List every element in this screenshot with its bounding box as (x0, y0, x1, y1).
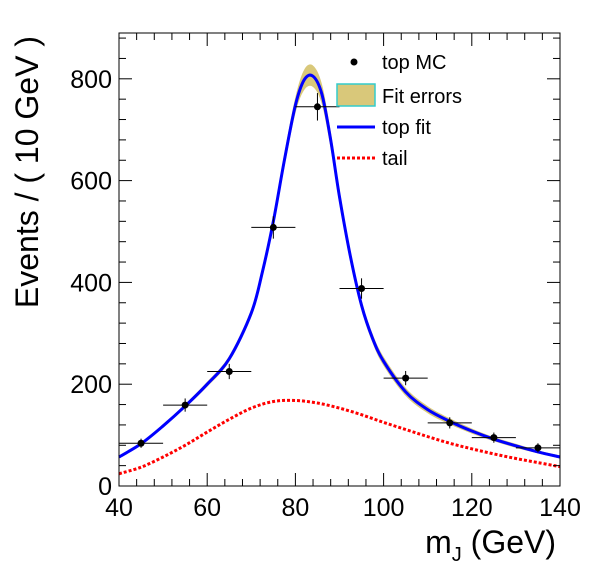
y-tick-label: 0 (98, 473, 112, 501)
y-axis-title: Events / ( 10 GeV ) (9, 36, 45, 308)
legend-label-tail: tail (382, 148, 408, 170)
tail-curve (118, 398, 561, 476)
data-point (207, 363, 252, 380)
x-tick-label: 40 (105, 494, 133, 522)
data-marker (534, 444, 542, 452)
data-point (339, 278, 384, 299)
x-axis-title-subscript: J (452, 544, 462, 566)
data-marker (402, 374, 410, 382)
legend-marker-top-mc (350, 58, 358, 66)
data-point (119, 438, 164, 448)
top-mc-points-layer (119, 93, 560, 453)
data-point (295, 93, 340, 121)
legend-label-top-fit: top fit (382, 117, 431, 139)
legend: top MC Fit errors top fit tail (336, 52, 462, 170)
x-tick-label: 120 (451, 494, 493, 522)
top-fit-curve (118, 73, 561, 459)
y-axis-ticks: 0 200 400 600 800 (70, 37, 560, 501)
tail-curve-layer (118, 398, 561, 476)
x-axis-ticks: 40 60 80 100 120 140 (105, 33, 581, 522)
data-marker (313, 103, 321, 111)
legend-swatch-fit-errors (336, 83, 376, 107)
data-marker (181, 401, 189, 409)
top-fit-curve-layer (118, 73, 561, 459)
x-tick-label: 100 (363, 494, 405, 522)
data-point (251, 216, 296, 239)
data-marker (490, 434, 498, 442)
data-marker (446, 419, 454, 427)
y-tick-label: 800 (70, 66, 112, 94)
x-axis-title-main: m (425, 524, 452, 560)
data-marker (225, 367, 233, 375)
x-tick-label: 60 (193, 494, 221, 522)
y-tick-label: 400 (70, 269, 112, 297)
data-point (163, 398, 208, 412)
data-marker (269, 223, 277, 231)
plot-frame (118, 32, 561, 487)
y-tick-label: 200 (70, 371, 112, 399)
y-tick-label: 600 (70, 168, 112, 196)
data-point (427, 417, 472, 429)
data-point (383, 370, 428, 386)
legend-label-top-mc: top MC (382, 52, 446, 74)
data-marker (358, 285, 366, 293)
data-marker (137, 439, 145, 447)
x-tick-label: 80 (281, 494, 309, 522)
legend-label-fit-errors: Fit errors (382, 86, 462, 108)
x-axis-title-unit: (GeV) (462, 524, 556, 560)
x-tick-label: 140 (539, 494, 581, 522)
x-axis-title: mJ (GeV) (425, 524, 556, 566)
data-point (471, 432, 516, 443)
data-point (515, 443, 560, 453)
